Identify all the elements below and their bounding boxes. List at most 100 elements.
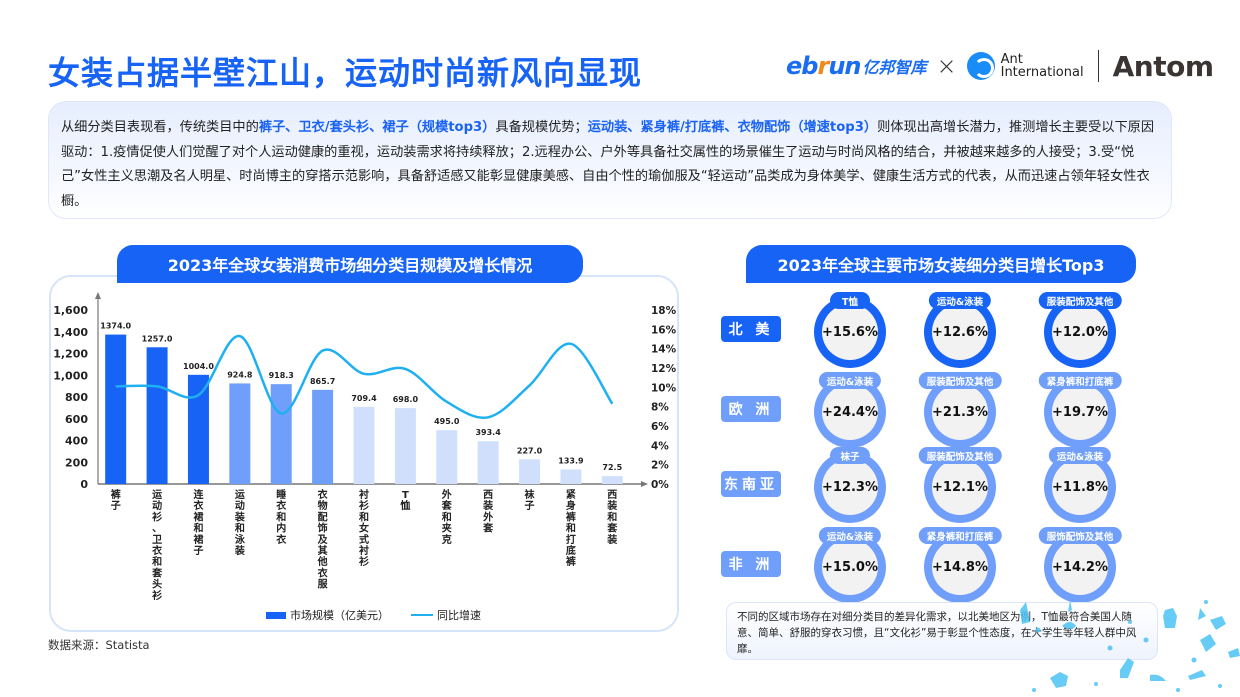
category-label-char: 内 — [276, 522, 286, 535]
category-label-char: 和 — [192, 522, 203, 535]
category-label-char: 装 — [606, 499, 617, 512]
category-label-char: 动 — [152, 499, 162, 512]
x-axis-arrow-icon — [641, 481, 648, 487]
category-label-char: 衣 — [318, 566, 328, 579]
y-left-tick: 0 — [80, 478, 88, 491]
bar — [312, 389, 334, 484]
category-label-char: 裤 — [111, 488, 121, 501]
y-left-tick: 1,200 — [53, 348, 88, 361]
category-label-char: 卫 — [152, 534, 162, 546]
bar-value-label: 698.0 — [393, 395, 419, 404]
bar-value-label: 1374.0 — [100, 322, 131, 331]
bar — [560, 469, 582, 484]
category-label-char: 装 — [482, 499, 493, 512]
category-label-char: 及 — [318, 534, 329, 546]
category-label-char: 子 — [111, 500, 121, 512]
category-label-char: 打 — [566, 533, 576, 546]
legend-line-swatch — [411, 614, 433, 616]
category-label-char: 套 — [151, 566, 163, 579]
growth-donut: +24.4% — [822, 384, 878, 440]
data-source: 数据来源：Statista — [48, 638, 150, 652]
donut-category-tag: 运动&泳装 — [928, 292, 992, 309]
bar-value-label: 495.0 — [434, 417, 460, 426]
category-label-char: 物 — [318, 499, 328, 512]
category-label-char: 装 — [606, 533, 617, 546]
category-label-char: 动 — [235, 499, 245, 512]
donut-category-tag: T恤 — [830, 292, 870, 309]
y-left-tick: 800 — [65, 391, 88, 404]
bar-value-label: 865.7 — [310, 377, 335, 386]
category-label-char: 和 — [606, 510, 617, 523]
category-label-char: 女 — [359, 522, 369, 535]
y-axis-arrow-icon — [95, 292, 101, 299]
category-label-char: 饰 — [318, 522, 328, 535]
category-label-char: 裤 — [566, 555, 576, 568]
ebrun-logo: ebrun — [786, 52, 861, 80]
category-label-char: 克 — [442, 533, 452, 546]
y-left-tick: 600 — [65, 413, 88, 426]
category-combo-chart: 0 200 400 600 800 1,000 1,200 1,400 1,600 0% 2% 4% 6… — [53, 292, 677, 602]
ant-international-logo: Ant International — [1000, 52, 1084, 80]
category-label-char: 装 — [234, 510, 245, 523]
donut-category-tag: 运动&泳装 — [818, 527, 882, 544]
chart-legend: 市场规模（亿美元） 同比增速 — [266, 607, 481, 623]
growth-rate-line — [115, 334, 614, 419]
category-label-char: 衫 — [358, 499, 369, 512]
y-right-tick: 14% — [651, 344, 677, 356]
y-right-tick: 8% — [651, 402, 669, 414]
summary-text: 从细分类目表现看，传统类目中的裤子、卫衣/套头衫、裙子（规模top3）具备规模优… — [61, 120, 1155, 209]
category-label-char: 裙 — [193, 510, 203, 523]
bar — [394, 408, 416, 484]
category-label-char: 运 — [235, 489, 245, 501]
growth-donut: +12.3% — [822, 459, 878, 515]
region-label: 北 美 — [721, 316, 781, 342]
regional-top3-title: 2023年全球主要市场女装细分类目增长Top3 — [746, 245, 1136, 283]
donut-category-tag: 运动&泳装 — [1048, 447, 1112, 464]
donut-category-tag: 运动&泳装 — [818, 372, 882, 389]
category-label-char: 西 — [607, 489, 617, 501]
times-icon: × — [936, 52, 957, 80]
growth-donut: +12.1% — [932, 459, 988, 515]
y-right-tick: 0% — [651, 479, 669, 491]
category-label-char: 衫 — [151, 589, 162, 602]
bar-value-label: 709.4 — [351, 394, 377, 403]
category-label-char: 衫 — [358, 555, 369, 568]
bar-value-label: 72.5 — [602, 463, 622, 472]
donut-category-tag: 服装配饰及其他 — [1038, 292, 1122, 309]
antom-logo: Antom — [1112, 49, 1214, 83]
donut-category-tag: 服装配饰及其他 — [918, 372, 1002, 389]
region-label: 欧 洲 — [721, 396, 781, 422]
growth-donut: +15.0% — [822, 539, 878, 595]
category-label-char: 和 — [234, 522, 245, 535]
bar-value-label: 1004.0 — [183, 362, 214, 371]
legend-line-label: 同比增速 — [437, 609, 481, 622]
bar-value-label: 1257.0 — [142, 334, 173, 343]
category-label-char: 衣 — [318, 488, 328, 501]
category-label-char: 和 — [151, 555, 162, 568]
donut-category-tag: 紧身裤和打底裤 — [918, 527, 1002, 544]
donut-category-tag: 紧身裤和打底裤 — [1038, 372, 1122, 389]
clothing-decoration-icon — [1020, 600, 1240, 692]
category-label-char: 裤 — [566, 510, 576, 523]
summary-box: 从细分类目表现看，传统类目中的裤子、卫衣/套头衫、裙子（规模top3）具备规模优… — [48, 101, 1172, 219]
category-label-char: 衫 — [151, 510, 162, 523]
category-label-char: 套 — [441, 499, 453, 512]
category-label-char: 套 — [606, 522, 618, 535]
growth-donut: +11.8% — [1052, 459, 1108, 515]
y-left-tick: 400 — [65, 435, 88, 448]
category-chart-title: 2023年全球女装消费市场细分类目规模及增长情况 — [117, 245, 583, 283]
bar-value-label: 133.9 — [558, 456, 584, 465]
growth-donut: +15.6% — [822, 304, 878, 360]
category-label-char: 其 — [318, 544, 328, 557]
bar — [270, 384, 292, 484]
legend-bar-swatch — [266, 611, 286, 619]
category-label-char: 装 — [234, 544, 245, 557]
category-label-char: 、 — [152, 524, 162, 535]
category-label-char: 和 — [275, 510, 286, 523]
category-label-char: 和 — [358, 510, 369, 523]
y-right-tick: 16% — [651, 324, 677, 336]
bar — [229, 383, 251, 484]
logo-divider — [1097, 50, 1099, 82]
bar — [105, 334, 127, 484]
bar — [601, 476, 623, 484]
